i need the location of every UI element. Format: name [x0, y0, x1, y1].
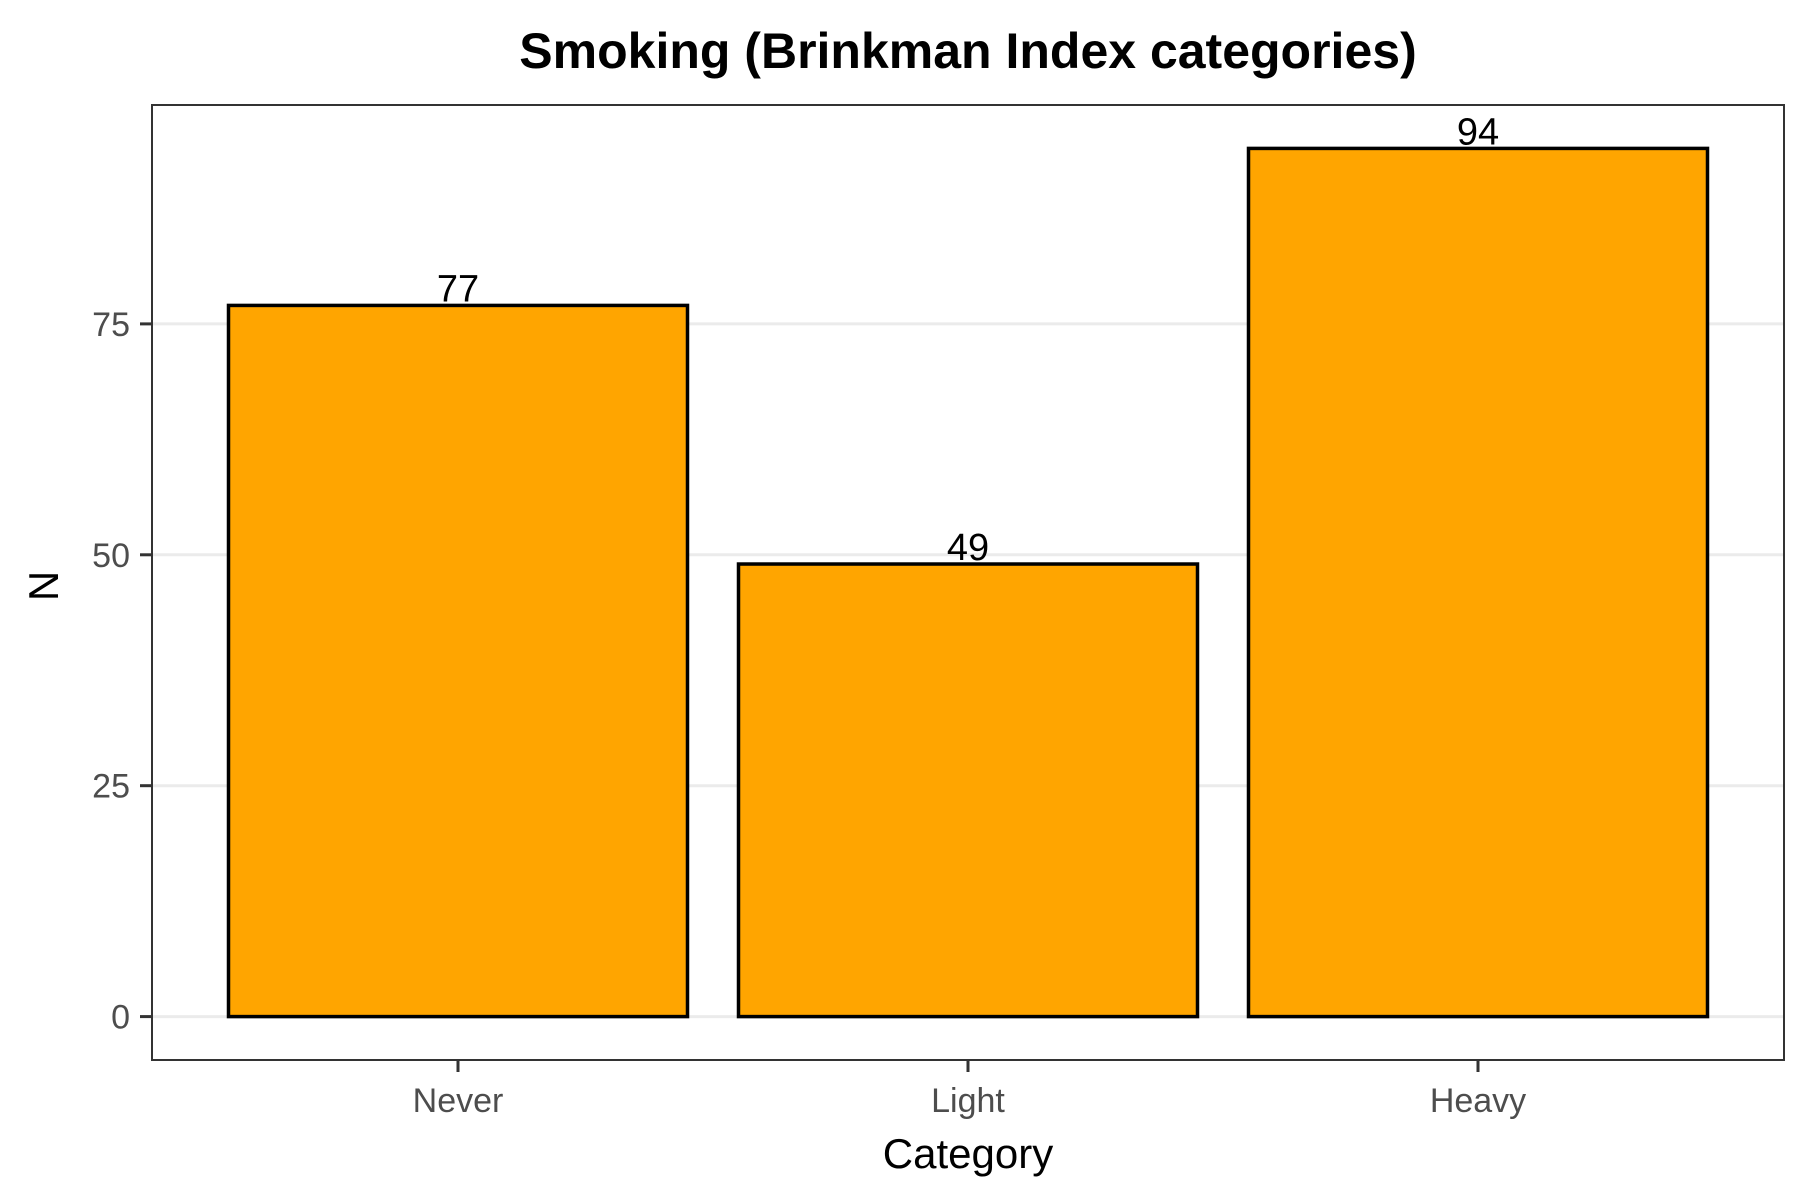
data-label-never: 77 [437, 268, 479, 310]
bar-heavy [1246, 146, 1710, 1019]
y-tick-label-0: 0 [111, 999, 130, 1037]
plot-panel: 77 49 94 [151, 104, 1785, 1061]
x-tick-label-heavy: Heavy [1430, 1082, 1526, 1120]
bar-light [736, 562, 1200, 1019]
chart-title: Smoking (Brinkman Index categories) [519, 23, 1416, 79]
y-tick-label-75: 75 [92, 306, 130, 344]
x-axis-title: Category [883, 1130, 1053, 1177]
x-tick-label-light: Light [931, 1082, 1005, 1120]
data-labels: 77 49 94 [437, 111, 1499, 569]
bars [226, 146, 1710, 1019]
x-tick-label-never: Never [413, 1082, 504, 1120]
y-tick-label-25: 25 [92, 768, 130, 806]
y-axis-title: N [20, 571, 67, 601]
x-axis: Never Light Heavy [413, 1060, 1526, 1120]
y-axis: 0 25 50 75 [92, 306, 152, 1037]
data-label-heavy: 94 [1457, 111, 1499, 153]
bar-never [226, 303, 690, 1019]
y-tick-label-50: 50 [92, 537, 130, 575]
data-label-light: 49 [947, 527, 989, 569]
